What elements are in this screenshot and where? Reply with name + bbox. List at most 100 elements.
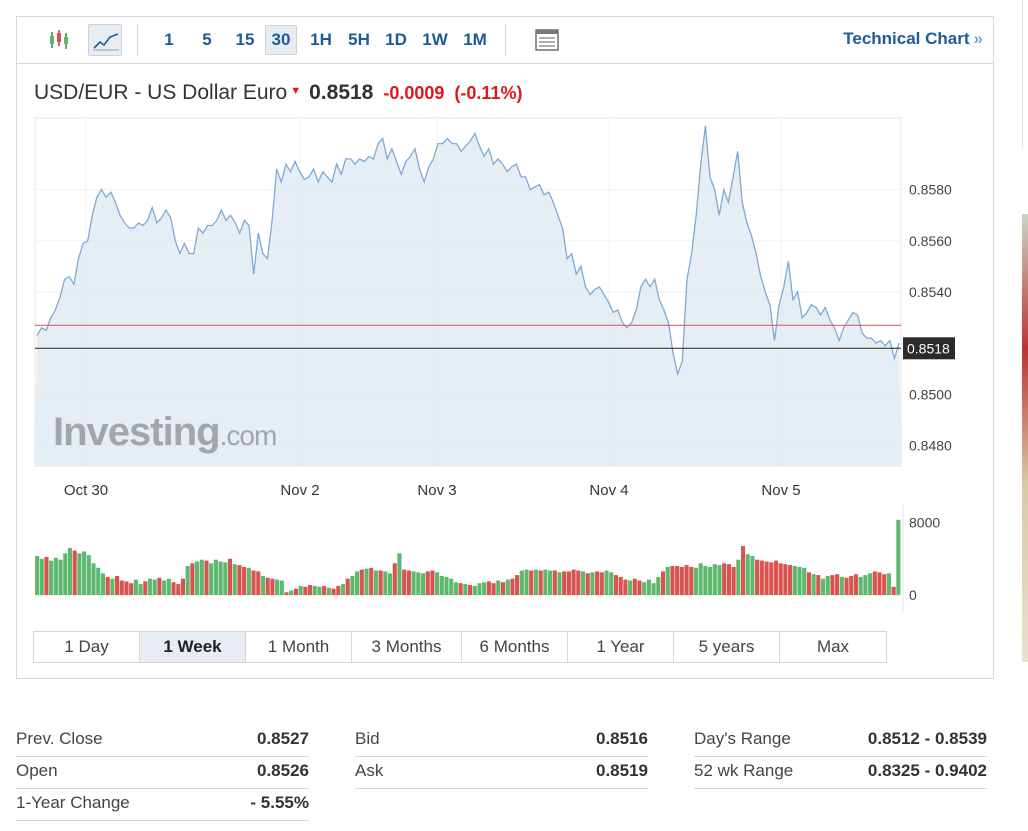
last-price: 0.8518 xyxy=(309,81,374,104)
technical-chart-link[interactable]: Technical Chart» xyxy=(843,29,983,49)
volume-bar xyxy=(538,570,543,595)
volume-bar xyxy=(740,546,746,595)
time-axis-label: Nov 4 xyxy=(589,482,628,499)
timeframe-5[interactable]: 5 xyxy=(202,30,212,49)
time-axis-label: Nov 3 xyxy=(417,482,456,499)
timeframe-15[interactable]: 15 xyxy=(235,30,255,49)
volume-bar xyxy=(858,576,863,595)
volume-bar xyxy=(477,583,482,595)
volume-bar xyxy=(500,582,506,595)
volume-bar xyxy=(251,570,256,595)
volume-bar xyxy=(303,586,308,595)
chart-widget: 1 5 15 30 1H 5H 1D 1W 1M Technical Chart» USD/EU… xyxy=(16,16,994,679)
line-chart-icon[interactable] xyxy=(88,24,122,56)
volume-bar xyxy=(533,569,538,595)
volume-bar xyxy=(91,563,96,595)
volume-bar xyxy=(708,566,713,595)
volume-bar xyxy=(778,563,783,595)
volume-bar xyxy=(378,570,383,595)
volume-bar xyxy=(359,569,364,595)
volume-bar xyxy=(811,574,816,595)
price-change-percent: (-0.11%) xyxy=(454,83,523,103)
timeframe-1d[interactable]: 1D xyxy=(385,30,407,49)
volume-bar xyxy=(166,578,171,595)
volume-bar xyxy=(552,570,557,595)
volume-bar xyxy=(599,572,604,595)
volume-bar xyxy=(689,566,694,595)
volume-bar xyxy=(425,571,430,595)
volume-bar xyxy=(383,571,388,595)
timeframe-30[interactable]: 30 xyxy=(265,25,297,55)
volume-bar xyxy=(825,576,830,595)
range-1-month[interactable]: 1 Month xyxy=(246,632,352,662)
investing-watermark: Investing.com xyxy=(53,410,276,454)
stat-value: 0.8325 - 0.9402 xyxy=(867,761,987,780)
volume-bar xyxy=(468,585,473,595)
volume-bar xyxy=(472,585,477,595)
candlestick-icon[interactable] xyxy=(43,24,77,56)
volume-bar xyxy=(435,572,440,595)
volume-bar xyxy=(420,573,426,596)
price-chart[interactable]: 0.8580 0.8560 0.8540 0.8500 0.8480 0.8518 Inve… xyxy=(17,17,995,680)
volume-bar xyxy=(152,579,157,595)
volume-bar xyxy=(731,566,736,595)
volume-bar xyxy=(529,570,534,595)
range-max[interactable]: Max xyxy=(816,637,850,656)
time-axis-label: Nov 2 xyxy=(280,482,319,499)
volume-bar xyxy=(430,570,435,595)
volume-bar xyxy=(783,564,788,595)
timeframe-1[interactable]: 1 xyxy=(164,30,174,49)
timeframe-1w[interactable]: 1W xyxy=(422,30,448,49)
volume-bar xyxy=(336,585,341,595)
volume-bar xyxy=(317,586,322,595)
stat-label: Prev. Close xyxy=(16,729,103,748)
range-5-years[interactable]: 5 years xyxy=(674,632,780,662)
volume-bar xyxy=(105,576,110,595)
volume-bar xyxy=(736,559,741,595)
time-axis-label: Oct 30 xyxy=(64,482,108,499)
volume-bar xyxy=(571,569,576,595)
volume-bar xyxy=(703,566,708,595)
volume-bar xyxy=(138,584,143,595)
volume-bar xyxy=(439,576,444,595)
last-price-tag-label: 0.8518 xyxy=(907,340,950,356)
volume-bar xyxy=(646,579,651,595)
volume-bar xyxy=(670,566,675,595)
stat-label: 1-Year Change xyxy=(16,793,130,812)
volume-bar xyxy=(449,578,454,595)
range-1-year[interactable]: 1 Year xyxy=(568,632,674,662)
stat-value: 0.8512 - 0.8539 xyxy=(867,729,987,748)
volume-bar xyxy=(637,580,642,595)
volume-bar xyxy=(853,574,859,595)
volume-bar xyxy=(557,572,562,595)
technical-chart-label: Technical Chart xyxy=(843,29,970,48)
volume-bar xyxy=(802,567,807,595)
volume-bar xyxy=(896,519,901,595)
volume-bar xyxy=(44,556,49,595)
toolbar-divider xyxy=(505,24,506,56)
range-3-months[interactable]: 3 Months xyxy=(352,632,462,662)
timeframe-5h[interactable]: 5H xyxy=(348,30,370,49)
last-price-tag xyxy=(903,337,955,360)
range-6-months[interactable]: 6 Months xyxy=(462,632,568,662)
range-1-day[interactable]: 1 Day xyxy=(34,632,140,662)
volume-bar xyxy=(844,577,849,595)
volume-bar xyxy=(416,572,421,595)
volume-bar xyxy=(227,558,233,596)
volume-bar xyxy=(590,572,595,595)
volume-bar xyxy=(698,563,703,595)
range-1-week[interactable]: 1 Week xyxy=(140,632,246,662)
timeframe-1h[interactable]: 1H xyxy=(310,30,332,49)
volume-bar xyxy=(759,560,764,595)
volume-bar xyxy=(397,553,402,595)
stat-value: 0.8516 xyxy=(596,729,648,748)
stat-label: Bid xyxy=(355,729,380,748)
volume-bar xyxy=(195,561,200,595)
time-axis-label: Nov 5 xyxy=(761,482,800,499)
volume-bar xyxy=(868,573,873,596)
volume-bar xyxy=(157,577,162,595)
volume-bar xyxy=(82,551,87,595)
table-icon[interactable] xyxy=(530,24,564,56)
volume-bar xyxy=(632,578,637,595)
timeframe-1m[interactable]: 1M xyxy=(463,30,487,49)
